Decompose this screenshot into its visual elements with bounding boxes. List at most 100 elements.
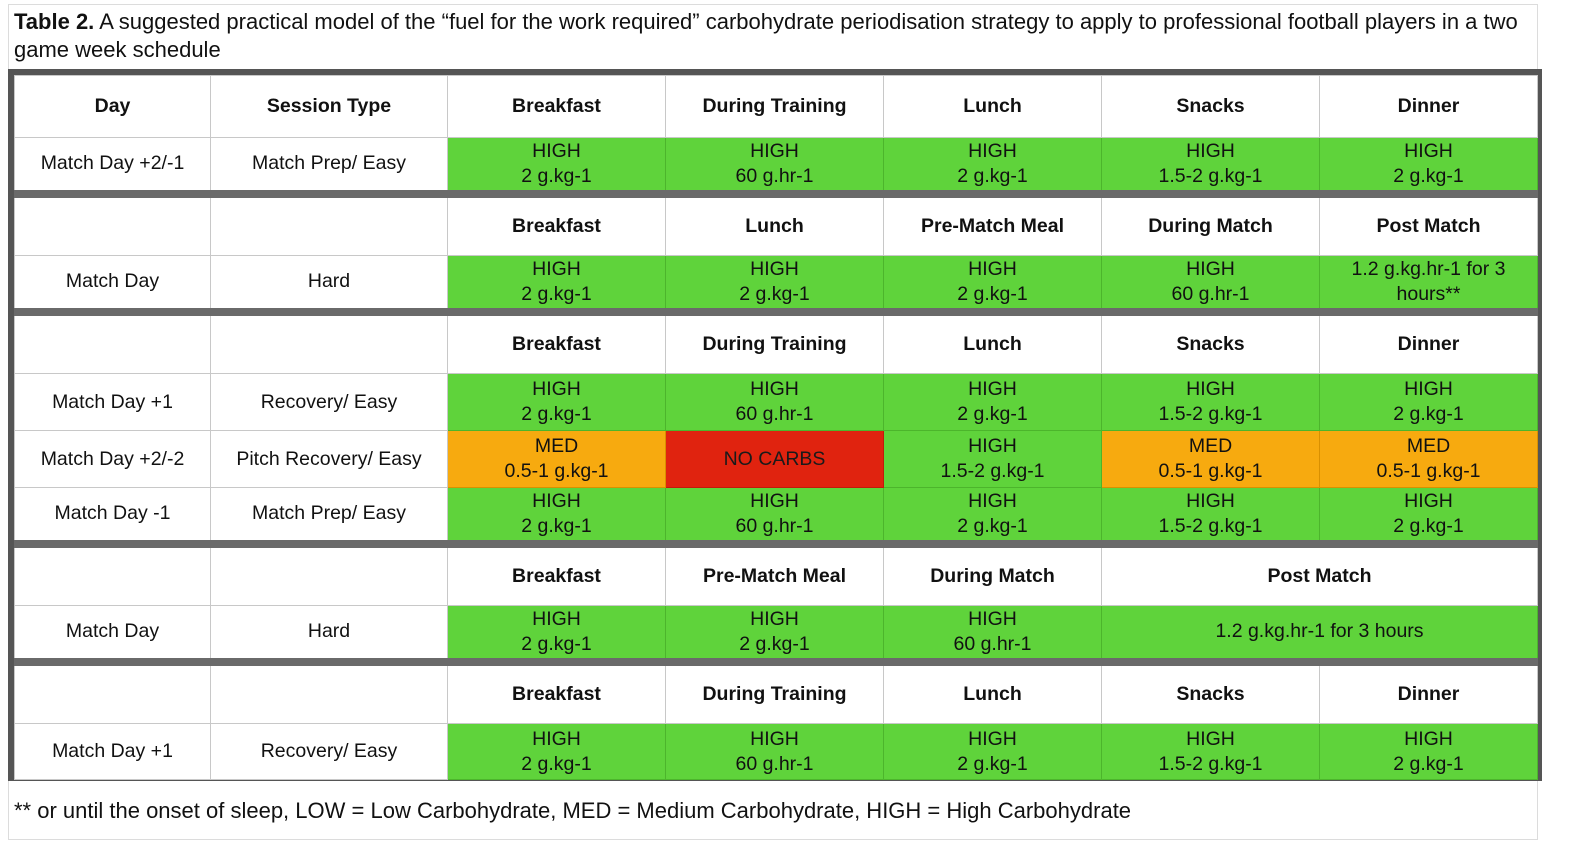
header-row: Day Session Type Breakfast During Traini… bbox=[14, 75, 1538, 138]
session-type-cell: Pitch Recovery/ Easy bbox=[210, 430, 448, 488]
header-blank bbox=[14, 657, 211, 724]
header-meal: Pre-Match Meal bbox=[883, 189, 1102, 256]
carb-cell-high: HIGH 2 g.kg-1 bbox=[447, 487, 666, 544]
carb-cell-med: MED 0.5-1 g.kg-1 bbox=[447, 430, 666, 488]
table-row: Match Day Hard HIGH 2 g.kg-1 HIGH 2 g.kg-1… bbox=[14, 605, 1538, 662]
table-frame: Day Session Type Breakfast During Traini… bbox=[8, 69, 1542, 781]
carb-cell-high: HIGH 2 g.kg-1 bbox=[883, 137, 1102, 194]
session-type-cell: Hard bbox=[210, 605, 448, 662]
header-meal: Snacks bbox=[1101, 307, 1320, 374]
header-meal: Breakfast bbox=[447, 189, 666, 256]
header-meal: Lunch bbox=[883, 75, 1102, 138]
day-cell: Match Day -1 bbox=[14, 487, 211, 544]
header-meal: Breakfast bbox=[447, 657, 666, 724]
carb-cell-med: MED 0.5-1 g.kg-1 bbox=[1101, 430, 1320, 488]
header-meal: Lunch bbox=[883, 657, 1102, 724]
day-cell: Match Day bbox=[14, 255, 211, 312]
day-cell: Match Day +2/-1 bbox=[14, 137, 211, 194]
header-meal: Breakfast bbox=[447, 75, 666, 138]
carb-cell-high: HIGH 2 g.kg-1 bbox=[447, 605, 666, 662]
carb-cell-high: 1.2 g.kg.hr-1 for 3 hours** bbox=[1319, 255, 1538, 312]
header-meal: Snacks bbox=[1101, 75, 1320, 138]
carb-cell-high: HIGH 60 g.hr-1 bbox=[665, 723, 884, 780]
header-meal: Dinner bbox=[1319, 657, 1538, 724]
header-meal: Post Match bbox=[1101, 539, 1538, 606]
carb-cell-high: HIGH 1.5-2 g.kg-1 bbox=[883, 430, 1102, 488]
header-meal: During Training bbox=[665, 657, 884, 724]
day-cell: Match Day +1 bbox=[14, 723, 211, 780]
carb-cell-high: HIGH 60 g.hr-1 bbox=[1101, 255, 1320, 312]
carb-cell-high: HIGH 60 g.hr-1 bbox=[883, 605, 1102, 662]
session-type-cell: Match Prep/ Easy bbox=[210, 487, 448, 544]
header-meal: Post Match bbox=[1319, 189, 1538, 256]
header-meal: Dinner bbox=[1319, 307, 1538, 374]
header-row: Breakfast During Training Lunch Snacks D… bbox=[14, 307, 1538, 374]
carb-cell-high: HIGH 2 g.kg-1 bbox=[447, 723, 666, 780]
carb-cell-high: HIGH 2 g.kg-1 bbox=[883, 723, 1102, 780]
carbohydrate-periodisation-table: Day Session Type Breakfast During Traini… bbox=[14, 75, 1538, 780]
table-row: Match Day +1 Recovery/ Easy HIGH 2 g.kg-1… bbox=[14, 373, 1538, 431]
header-session-type: Session Type bbox=[210, 75, 448, 138]
table-row: Match Day +1 Recovery/ Easy HIGH 2 g.kg-1… bbox=[14, 723, 1538, 780]
carb-cell-high: HIGH 60 g.hr-1 bbox=[665, 373, 884, 431]
carb-cell-high: HIGH 1.5-2 g.kg-1 bbox=[1101, 137, 1320, 194]
table-row: Match Day -1 Match Prep/ Easy HIGH 2 g.kg… bbox=[14, 487, 1538, 544]
header-row: Breakfast Lunch Pre-Match Meal During Ma… bbox=[14, 189, 1538, 256]
carb-cell-high: HIGH 2 g.kg-1 bbox=[447, 137, 666, 194]
carb-cell-high: HIGH 2 g.kg-1 bbox=[1319, 137, 1538, 194]
header-meal: Dinner bbox=[1319, 75, 1538, 138]
header-blank bbox=[14, 307, 211, 374]
header-meal: Snacks bbox=[1101, 657, 1320, 724]
carb-cell-high: HIGH 1.5-2 g.kg-1 bbox=[1101, 723, 1320, 780]
carb-cell-high: HIGH 1.5-2 g.kg-1 bbox=[1101, 487, 1320, 544]
day-cell: Match Day +2/-2 bbox=[14, 430, 211, 488]
header-blank bbox=[14, 539, 211, 606]
carb-cell-high: HIGH 2 g.kg-1 bbox=[447, 373, 666, 431]
header-blank bbox=[210, 657, 448, 724]
header-meal: Lunch bbox=[665, 189, 884, 256]
carb-cell-high: HIGH 2 g.kg-1 bbox=[1319, 723, 1538, 780]
header-meal: Lunch bbox=[883, 307, 1102, 374]
table-footnote: ** or until the onset of sleep, LOW = Lo… bbox=[14, 798, 1132, 823]
header-blank bbox=[210, 539, 448, 606]
carb-cell-no-carbs: NO CARBS bbox=[665, 430, 884, 488]
carb-cell-high: HIGH 2 g.kg-1 bbox=[447, 255, 666, 312]
header-day: Day bbox=[14, 75, 211, 138]
header-meal: Breakfast bbox=[447, 307, 666, 374]
session-type-cell: Recovery/ Easy bbox=[210, 723, 448, 780]
header-blank bbox=[210, 307, 448, 374]
header-row: Breakfast Pre-Match Meal During Match Po… bbox=[14, 539, 1538, 606]
table-row: Match Day Hard HIGH 2 g.kg-1 HIGH 2 g.kg-1… bbox=[14, 255, 1538, 312]
table-row: Match Day +2/-1 Match Prep/ Easy HIGH 2 g… bbox=[14, 137, 1538, 194]
carb-cell-high: HIGH 2 g.kg-1 bbox=[883, 255, 1102, 312]
carb-cell-high: HIGH 2 g.kg-1 bbox=[665, 605, 884, 662]
session-type-cell: Match Prep/ Easy bbox=[210, 137, 448, 194]
header-meal: Breakfast bbox=[447, 539, 666, 606]
table-caption: Table 2. A suggested practical model of … bbox=[14, 8, 1524, 64]
carb-cell-high: HIGH 2 g.kg-1 bbox=[665, 255, 884, 312]
carb-cell-high: 1.2 g.kg.hr-1 for 3 hours bbox=[1101, 605, 1538, 662]
carb-cell-high: HIGH 2 g.kg-1 bbox=[883, 373, 1102, 431]
day-cell: Match Day bbox=[14, 605, 211, 662]
header-meal: During Match bbox=[1101, 189, 1320, 256]
caption-text: A suggested practical model of the “fuel… bbox=[14, 9, 1518, 62]
header-meal: During Match bbox=[883, 539, 1102, 606]
carb-cell-high: HIGH 1.5-2 g.kg-1 bbox=[1101, 373, 1320, 431]
session-type-cell: Hard bbox=[210, 255, 448, 312]
header-meal: During Training bbox=[665, 307, 884, 374]
header-meal: During Training bbox=[665, 75, 884, 138]
table-row: Match Day +2/-2 Pitch Recovery/ Easy MED… bbox=[14, 430, 1538, 488]
carb-cell-med: MED 0.5-1 g.kg-1 bbox=[1319, 430, 1538, 488]
day-cell: Match Day +1 bbox=[14, 373, 211, 431]
carb-cell-high: HIGH 2 g.kg-1 bbox=[1319, 487, 1538, 544]
carb-cell-high: HIGH 60 g.hr-1 bbox=[665, 487, 884, 544]
carb-cell-high: HIGH 60 g.hr-1 bbox=[665, 137, 884, 194]
header-blank bbox=[210, 189, 448, 256]
carb-cell-high: HIGH 2 g.kg-1 bbox=[883, 487, 1102, 544]
caption-label: Table 2. bbox=[14, 9, 95, 34]
header-row: Breakfast During Training Lunch Snacks D… bbox=[14, 657, 1538, 724]
carb-cell-high: HIGH 2 g.kg-1 bbox=[1319, 373, 1538, 431]
header-blank bbox=[14, 189, 211, 256]
session-type-cell: Recovery/ Easy bbox=[210, 373, 448, 431]
header-meal: Pre-Match Meal bbox=[665, 539, 884, 606]
